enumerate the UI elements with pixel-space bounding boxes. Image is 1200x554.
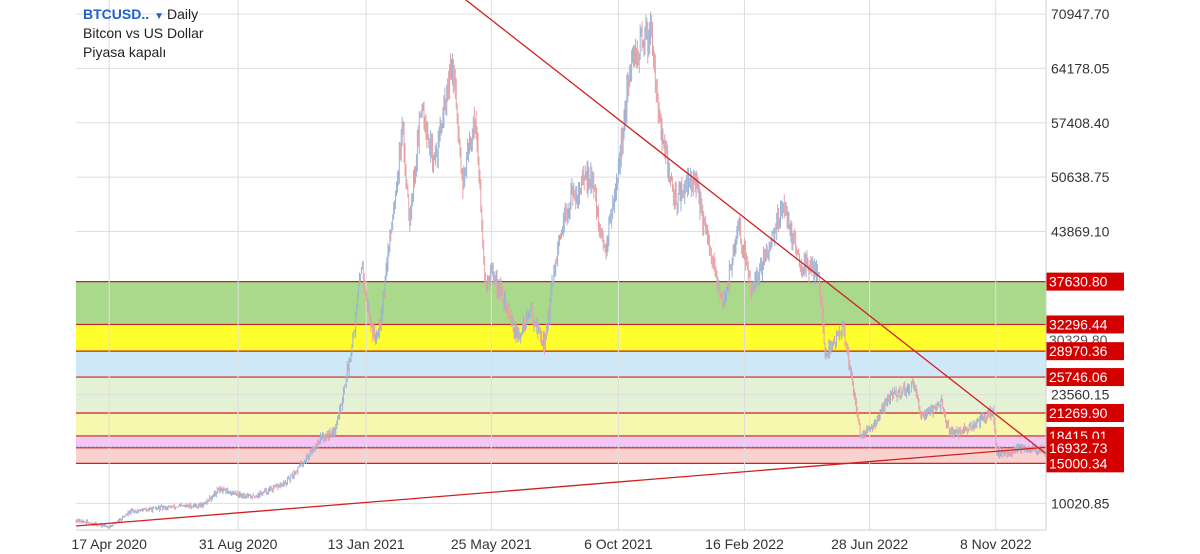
price-tick-label: 10020.85 [1051,495,1110,511]
price-tick-label: 50638.75 [1051,169,1110,185]
level-price-tag [1046,342,1124,361]
time-tick-label: 28 Jun 2022 [831,536,908,552]
time-tick-label: 25 May 2021 [451,536,532,552]
level-price-label: 37630.80 [1049,274,1108,290]
timeframe-label[interactable]: Daily [167,6,199,22]
level-price-label: 15000.34 [1049,455,1108,471]
time-tick-label: 8 Nov 2022 [960,536,1032,552]
candlestick-series [75,11,1047,529]
support-resistance-zones [76,281,1046,464]
level-zone [76,351,1046,378]
level-price-label: 21269.90 [1049,405,1108,421]
level-price-tag [1046,403,1124,422]
level-zone [76,435,1046,448]
chevron-down-icon[interactable]: ▼ [154,11,165,22]
instrument-description: Bitcon vs US Dollar [83,25,204,41]
price-tick-label: 43869.10 [1051,224,1110,240]
time-axis[interactable]: 17 Apr 2020 31 Aug 2020 13 Jan 2021 25 May … [71,0,1047,552]
level-price-label: 16932.73 [1049,440,1108,456]
chart-title-row: BTCUSD.. ▼ Daily [83,6,198,22]
level-zone [76,324,1046,352]
trendline-ascending [75,446,1047,527]
level-price-label: 25746.06 [1049,369,1108,385]
price-tick-label: 64178.05 [1051,60,1110,76]
level-zone [76,447,1046,464]
level-price-tag [1046,368,1124,387]
price-tick-label: 57408.40 [1051,115,1110,131]
level-zone [76,281,1046,325]
price-axis[interactable]: 70947.70 64178.05 57408.40 50638.75 43869.10… [1046,6,1124,511]
level-price-tag [1046,438,1124,457]
trendlines[interactable] [75,0,1047,527]
price-tick-label: 70947.70 [1051,6,1110,22]
level-price-label: 28970.36 [1049,343,1108,359]
level-price-tag [1046,454,1124,473]
time-tick-label: 6 Oct 2021 [584,536,653,552]
time-tick-label: 16 Feb 2022 [705,536,784,552]
time-tick-label: 31 Aug 2020 [199,536,278,552]
level-price-tag [1046,315,1124,334]
symbol-label[interactable]: BTCUSD.. [83,6,150,22]
level-price-tag [1046,272,1124,291]
price-tick-label: 23560.15 [1051,387,1110,403]
level-price-label: 32296.44 [1049,316,1108,332]
trendline-descending [464,0,1047,455]
level-zone [76,412,1046,436]
time-tick-label: 13 Jan 2021 [328,536,405,552]
market-status: Piyasa kapalı [83,44,167,60]
time-tick-label: 17 Apr 2020 [71,536,147,552]
grid-lines [76,0,1046,530]
